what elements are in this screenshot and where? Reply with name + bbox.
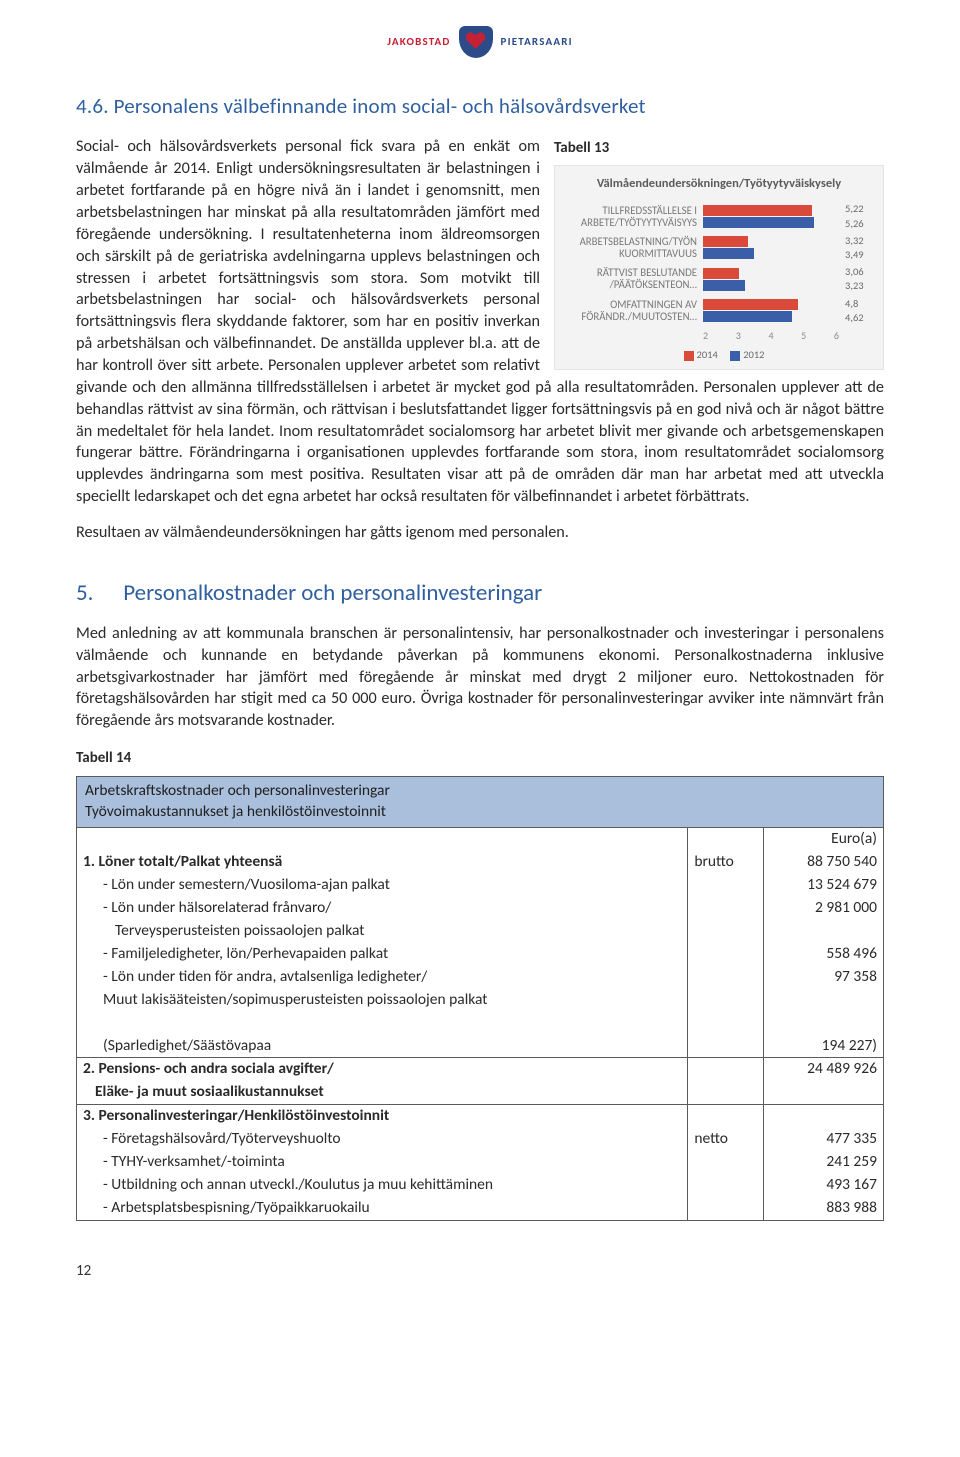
t14-header2: Työvoimakustannukset ja henkilöstöinvest… xyxy=(85,802,875,823)
heading-5-text: Personalkostnader och personalinvesterin… xyxy=(123,579,542,607)
chart-row: ARBETSBELASTNING/TYÖN KUORMITTAVUUS 3,323… xyxy=(565,234,873,262)
chart-row: TILLFREDSSTÄLLELSE I ARBETE/TYÖTYYTYVÄIS… xyxy=(565,202,873,230)
section5-p1: Med anledning av att kommunala branschen… xyxy=(76,623,884,732)
chart-bars: TILLFREDSSTÄLLELSE I ARBETE/TYÖTYYTYVÄIS… xyxy=(565,202,873,324)
heading-5: 5. Personalkostnader och personalinveste… xyxy=(76,578,884,609)
t14-g1-total: 88 750 540 xyxy=(764,851,884,874)
t14-item-val: 477 335 xyxy=(764,1128,884,1151)
bar-2014 xyxy=(703,236,748,247)
t14-g3-title: 3. Personalinvesteringar/Henkilöstöinves… xyxy=(77,1105,688,1128)
t14-item-label: Familjeledigheter, lön/Perhevapaiden pal… xyxy=(77,943,688,966)
chart-axis: 23456 xyxy=(703,329,839,343)
brand-header: JAKOBSTAD PIETARSAARI xyxy=(76,26,884,58)
chart-title: Välmåendeundersökningen/Työtyytyväiskyse… xyxy=(565,176,873,193)
t14-item-label: Lön under tiden för andra, avtalsenliga … xyxy=(77,966,688,989)
chart-tabell-13: Tabell 13 Välmåendeundersökningen/Työtyy… xyxy=(554,138,884,369)
chart-row: OMFATTNINGEN AV FÖRÄNDR./MUUTOSTEN… 4,84,… xyxy=(565,297,873,325)
t14-spar-label: (Sparledighet/Säästövapaa xyxy=(77,1035,688,1058)
table-14: Arbetskraftskostnader och personalinvest… xyxy=(76,776,884,1221)
t14-g2-title1: 2. Pensions- och andra sociala avgifter/ xyxy=(77,1058,688,1081)
chart-label: Tabell 13 xyxy=(554,138,884,158)
bar-2014 xyxy=(703,205,812,216)
bar-2012 xyxy=(703,217,814,228)
t14-item-label: Lön under semestern/Vuosiloma-ajan palka… xyxy=(77,874,688,897)
t14-brutto: brutto xyxy=(688,851,764,874)
t14-item-val: 558 496 xyxy=(764,943,884,966)
t14-item-val: 2 981 000 xyxy=(764,897,884,920)
heading-4-6: 4.6. Personalens välbefinnande inom soci… xyxy=(76,92,884,120)
bar-2012 xyxy=(703,248,754,259)
t14-item-mid: netto xyxy=(688,1128,764,1151)
chart-legend: 2014 2012 xyxy=(565,348,873,362)
t14-item-val: 493 167 xyxy=(764,1174,884,1197)
table14-label: Tabell 14 xyxy=(76,748,884,768)
bar-values: 4,84,62 xyxy=(845,297,873,325)
bar-2012 xyxy=(703,311,792,322)
t14-g1-sub: Terveysperusteisten poissaolojen palkat xyxy=(77,920,688,943)
page-number: 12 xyxy=(76,1261,884,1281)
bar-values: 3,323,49 xyxy=(845,234,873,262)
bar-2014 xyxy=(703,299,798,310)
heading-5-num: 5. xyxy=(76,578,118,609)
t14-item-label: Lön under hälsorelaterad frånvaro/ xyxy=(77,897,688,920)
t14-item-mid xyxy=(688,1174,764,1197)
t14-euro-label: Euro(a) xyxy=(764,828,884,851)
t14-item-val: 241 259 xyxy=(764,1151,884,1174)
legend-2014: 2014 xyxy=(697,348,718,361)
brand-left-text: JAKOBSTAD xyxy=(387,35,450,50)
t14-item-mid xyxy=(688,966,764,989)
brand-logo-icon xyxy=(459,26,493,58)
legend-2012: 2012 xyxy=(743,348,764,361)
t14-item-label: Arbetsplatsbespisning/Työpaikkaruokailu xyxy=(77,1197,688,1220)
t14-item-mid xyxy=(688,874,764,897)
t14-header1: Arbetskraftskostnader och personalinvest… xyxy=(85,781,875,802)
t14-g2-title2: Eläke- ja muut sosiaalikustannukset xyxy=(77,1081,688,1104)
brand-right-text: PIETARSAARI xyxy=(501,35,573,50)
t14-g1-title: 1. Löner totalt/Palkat yhteensä xyxy=(77,851,688,874)
t14-item-mid xyxy=(688,897,764,920)
bar-2014 xyxy=(703,268,739,279)
section46-p2: Resultaen av välmåendeundersökningen har… xyxy=(76,522,884,544)
t14-item-mid xyxy=(688,1197,764,1220)
t14-item-val: 883 988 xyxy=(764,1197,884,1220)
t14-item-label: TYHY-verksamhet/-toiminta xyxy=(77,1151,688,1174)
t14-g2-val: 24 489 926 xyxy=(764,1058,884,1081)
bar-2012 xyxy=(703,280,745,291)
t14-item-mid xyxy=(688,943,764,966)
t14-item-val: 97 358 xyxy=(764,966,884,989)
t14-g1-sub2: Muut lakisääteisten/sopimusperusteisten … xyxy=(77,989,688,1012)
bar-values: 3,063,23 xyxy=(845,265,873,293)
chart-row-label: ARBETSBELASTNING/TYÖN KUORMITTAVUUS xyxy=(565,236,697,260)
t14-item-mid xyxy=(688,1151,764,1174)
chart-row: RÄTTVIST BESLUTANDE /PÄÄTÖKSENTEON… 3,063… xyxy=(565,265,873,293)
chart-row-label: TILLFREDSSTÄLLELSE I ARBETE/TYÖTYYTYVÄIS… xyxy=(565,205,697,229)
t14-item-label: Utbildning och annan utveckl./Koulutus j… xyxy=(77,1174,688,1197)
t14-spar-val: 194 227) xyxy=(764,1035,884,1058)
chart-row-label: OMFATTNINGEN AV FÖRÄNDR./MUUTOSTEN… xyxy=(565,299,697,323)
t14-item-val: 13 524 679 xyxy=(764,874,884,897)
chart-row-label: RÄTTVIST BESLUTANDE /PÄÄTÖKSENTEON… xyxy=(565,267,697,291)
t14-item-label: Företagshälsovård/Työterveyshuolto xyxy=(77,1128,688,1151)
bar-values: 5,225,26 xyxy=(845,202,873,230)
